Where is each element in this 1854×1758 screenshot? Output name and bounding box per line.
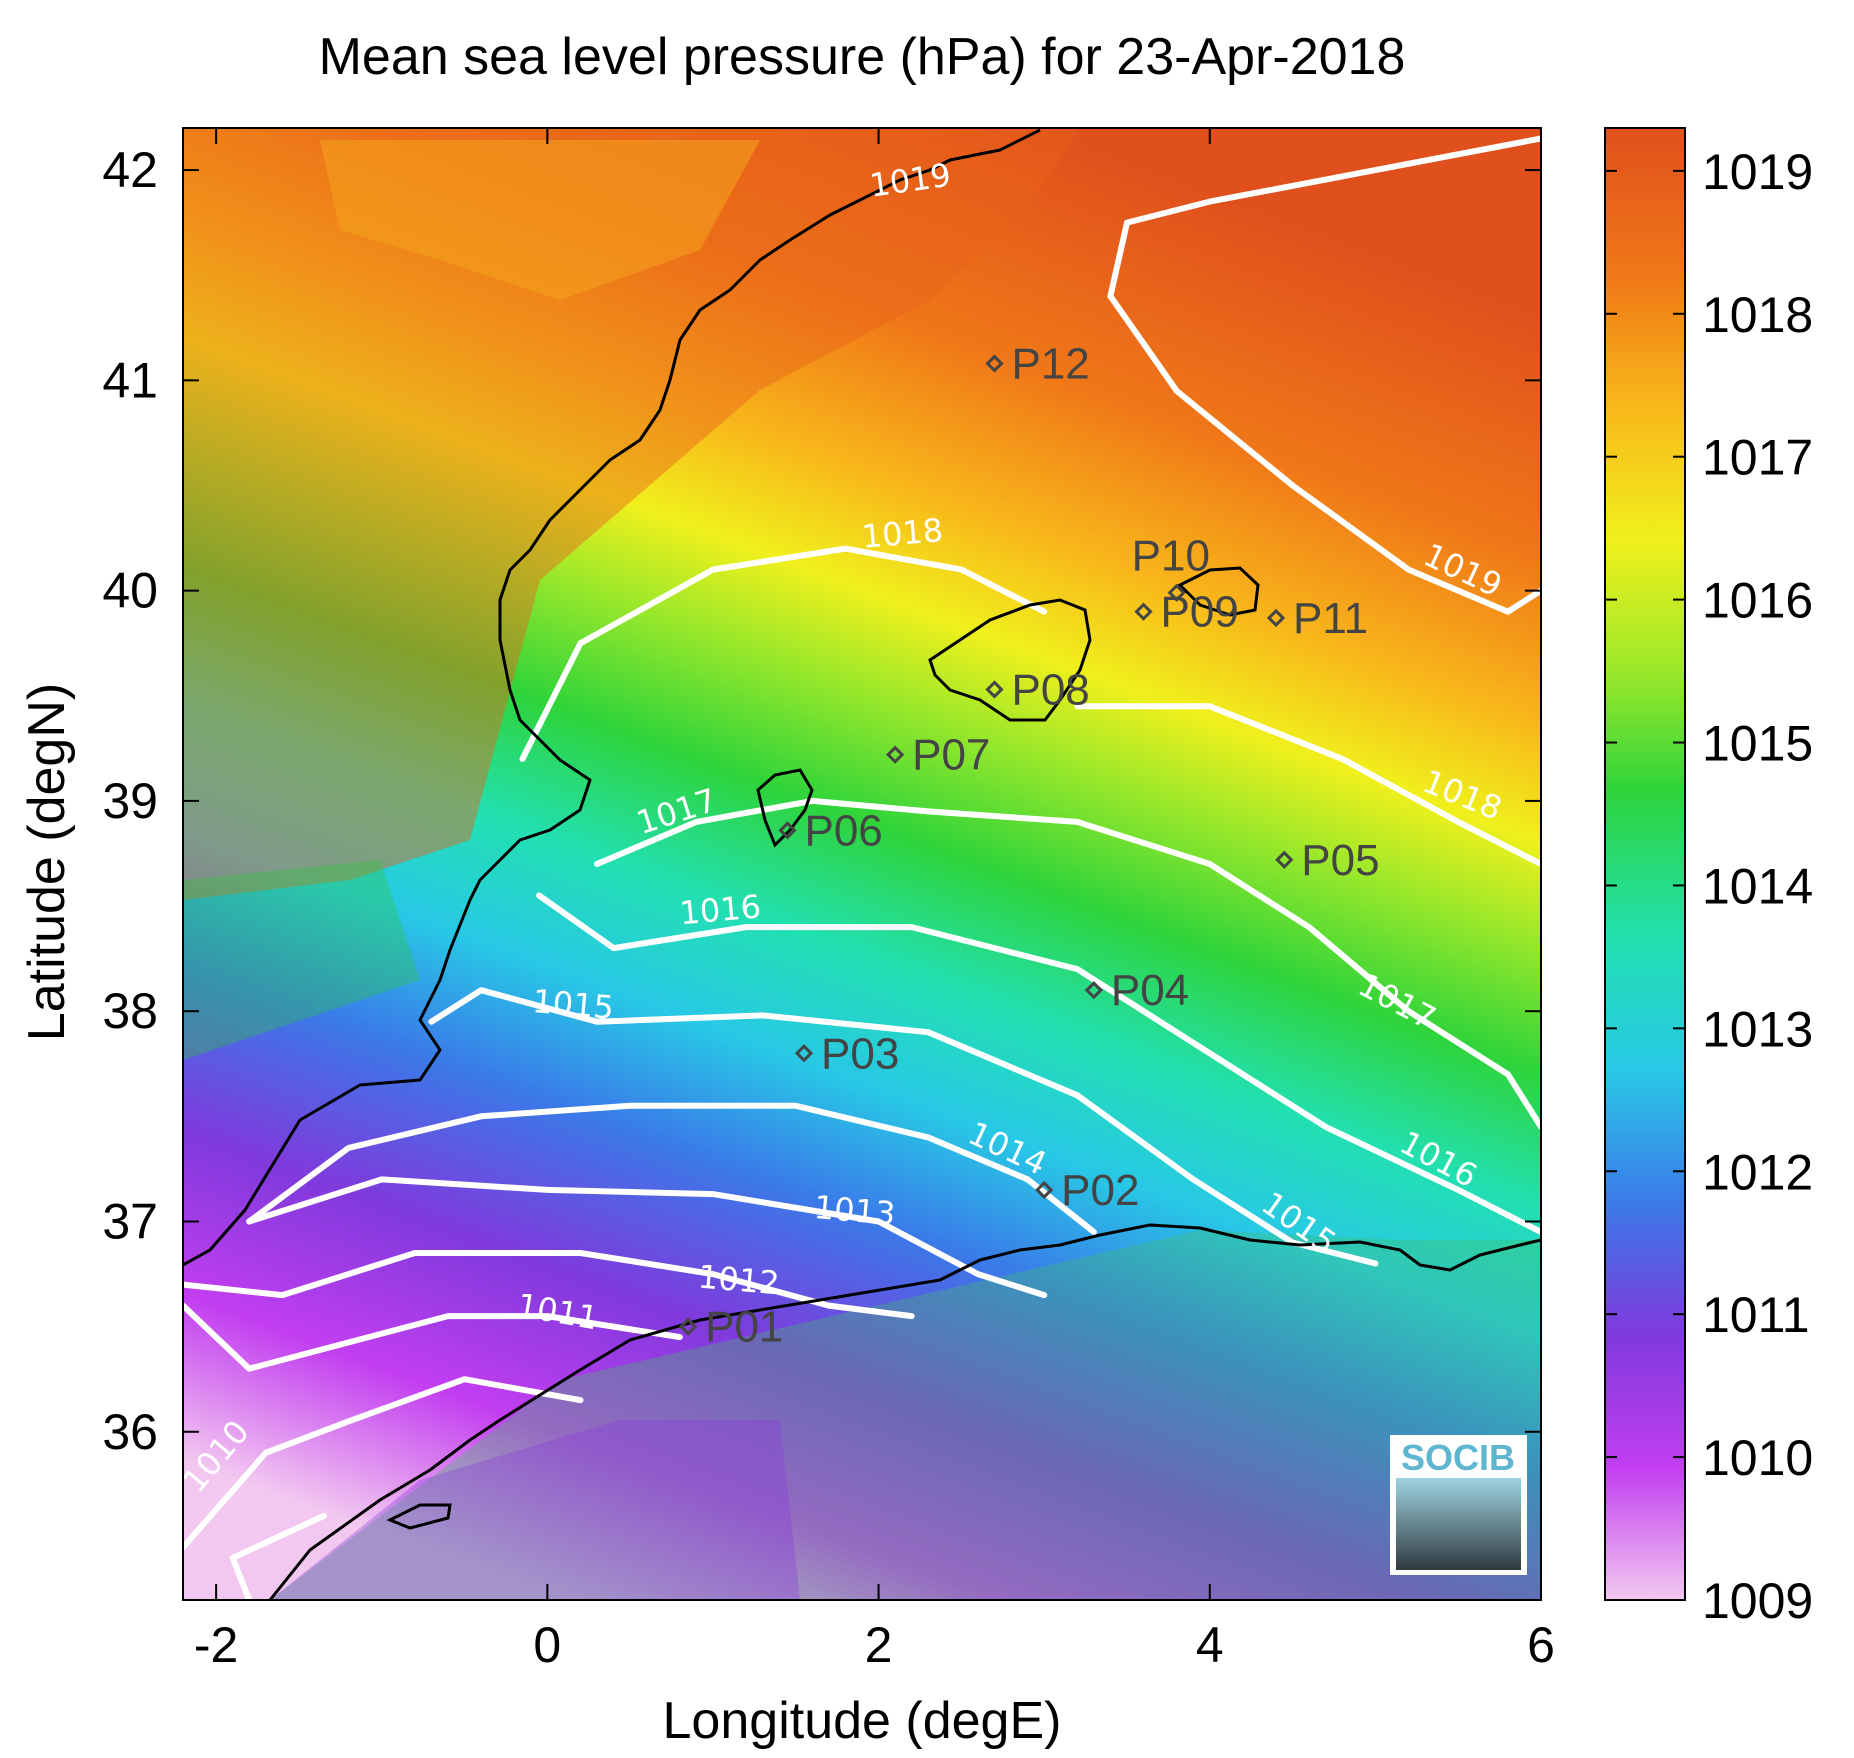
station-label-p01: P01 xyxy=(705,1303,783,1352)
x-tick-label: 4 xyxy=(1196,1617,1224,1673)
y-tick-label: 37 xyxy=(102,1193,158,1249)
colorbar-tick-label: 1013 xyxy=(1702,1001,1813,1057)
socib-logo-text: SOCIB xyxy=(1401,1437,1515,1478)
isobar-1017-0 xyxy=(594,797,1541,1130)
station-label-p04: P04 xyxy=(1111,966,1189,1015)
isobar-1018-0 xyxy=(519,545,1048,762)
colorbar-tick-label: 1010 xyxy=(1702,1430,1813,1486)
colorbar-tick-label: 1012 xyxy=(1702,1144,1813,1200)
y-axis-label: Latitude (degN) xyxy=(18,683,76,1041)
isobar-1018-1 xyxy=(1074,703,1541,867)
isobar-1010-1 xyxy=(229,1512,327,1600)
x-tick-label: 6 xyxy=(1527,1617,1555,1673)
contour-label-1016-6: 1016 xyxy=(678,887,762,932)
station-marker-p01 xyxy=(678,1317,698,1336)
iberian-coastline xyxy=(183,128,1041,1267)
contour-label-1012-12: 1012 xyxy=(697,1257,781,1302)
station-label-p12: P12 xyxy=(1011,340,1089,389)
pressure-field xyxy=(183,128,1541,1600)
africa-coastline xyxy=(268,1223,1541,1600)
y-tick-label: 42 xyxy=(102,142,158,198)
isobar-1015-0 xyxy=(428,987,1379,1267)
chart-title: Mean sea level pressure (hPa) for 23-Apr… xyxy=(319,28,1406,86)
plot-frame xyxy=(182,127,1542,1601)
land-lowland-region xyxy=(183,860,420,1060)
station-label-p08: P08 xyxy=(1011,665,1089,714)
station-marker-p12 xyxy=(985,354,1004,373)
isobar-1012-0 xyxy=(183,1250,915,1320)
contour-label-1013-11: 1013 xyxy=(812,1188,896,1233)
isobar-1013-0 xyxy=(246,1176,1048,1299)
colorbar-tick-label: 1015 xyxy=(1702,716,1813,772)
colorbar-tick-label: 1011 xyxy=(1702,1287,1810,1343)
isobar-1016-0 xyxy=(536,892,1541,1235)
plot-area: 1019101910181018101710171016101610151015… xyxy=(183,128,1541,1600)
station-label-p11: P11 xyxy=(1293,594,1368,643)
africa-land-region xyxy=(270,1230,1541,1600)
colorbar-tick-label: 1016 xyxy=(1702,573,1813,629)
isobar-1019-1 xyxy=(1107,293,1541,615)
isobar-1010-0 xyxy=(183,1376,584,1551)
y-tick-label: 40 xyxy=(102,563,158,619)
colorbar-tick-label: 1018 xyxy=(1702,287,1813,343)
station-marker-p05 xyxy=(1275,850,1294,869)
ibiza-outline xyxy=(756,768,814,848)
station-label-p06: P06 xyxy=(804,806,882,855)
menorca-outline xyxy=(1177,566,1260,617)
colorbar: 1019 1018 1017 1016 1015 1014 1013 1012 1011 1010… xyxy=(1604,127,1813,1629)
x-tick-label: 0 xyxy=(533,1617,561,1673)
contour-label-1018-2: 1018 xyxy=(860,511,944,556)
station-marker-p09 xyxy=(1134,602,1153,621)
isobar-1014-0 xyxy=(246,1102,1097,1235)
isobar-contours xyxy=(183,135,1541,1600)
station-label-p05: P05 xyxy=(1301,836,1379,885)
socib-logo: SOCIB xyxy=(1390,1435,1527,1575)
y-tick-label: 41 xyxy=(102,352,158,408)
x-tick-label: -2 xyxy=(194,1617,238,1673)
station-label-p07: P07 xyxy=(912,731,990,780)
station-marker-p06 xyxy=(778,821,797,840)
station-label-p03: P03 xyxy=(821,1029,899,1078)
isobar-1011-0 xyxy=(183,1302,683,1372)
station-marker-p02 xyxy=(1035,1180,1054,1200)
station-marker-p07 xyxy=(886,745,905,764)
x-axis-label: Longitude (degE) xyxy=(663,1692,1062,1750)
colorbar-ramp xyxy=(1604,127,1686,1601)
y-tick-label: 36 xyxy=(102,1404,158,1460)
axes: -2 0 2 4 6 42 41 40 39 38 37 36 xyxy=(102,128,1555,1673)
station-label-p10: P10 xyxy=(1132,532,1210,581)
mallorca-outline xyxy=(928,598,1092,722)
africa-desert-lowland xyxy=(270,1420,800,1600)
alboran-island-outline xyxy=(386,1503,452,1530)
station-marker-p08 xyxy=(985,680,1004,699)
colorbar-ticks: 1019 1018 1017 1016 1015 1014 1013 1012 1011 1010… xyxy=(1605,144,1813,1629)
colorbar-tick-label: 1017 xyxy=(1702,430,1813,486)
station-label-p02: P02 xyxy=(1061,1166,1139,1215)
x-tick-label: 2 xyxy=(865,1617,893,1673)
station-marker-p03 xyxy=(794,1044,814,1063)
colorbar-tick-label: 1019 xyxy=(1702,144,1813,200)
y-tick-label: 38 xyxy=(102,983,158,1039)
contour-label-1015-8: 1015 xyxy=(531,982,615,1027)
land-highland-region xyxy=(183,128,1080,900)
land-highland-yellow xyxy=(320,140,760,300)
station-marker-p11 xyxy=(1266,608,1286,628)
colorbar-tick-label: 1014 xyxy=(1702,858,1813,914)
isobar-1019-0 xyxy=(1107,135,1541,300)
station-marker-p10 xyxy=(1167,583,1186,602)
y-tick-label: 39 xyxy=(102,773,158,829)
colorbar-tick-label: 1009 xyxy=(1702,1573,1813,1629)
station-marker-p04 xyxy=(1084,981,1103,1000)
